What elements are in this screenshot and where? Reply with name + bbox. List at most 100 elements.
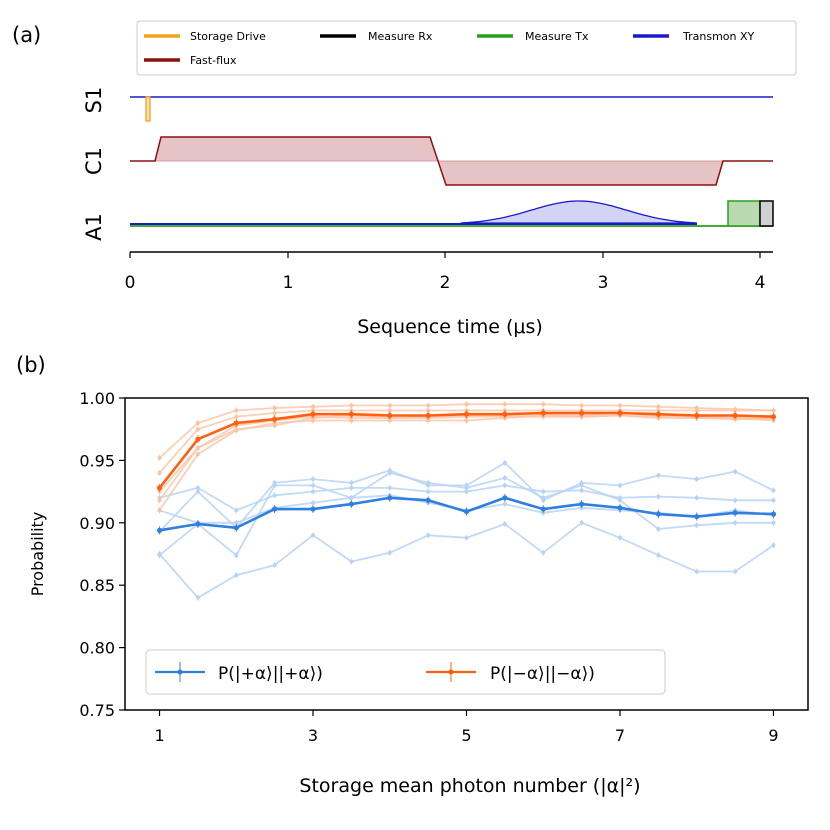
y-tick-label-b: 0.75 (79, 701, 115, 720)
minus-mean-point (310, 411, 316, 417)
plus-repeat-point (387, 550, 392, 555)
minus-repeat-line (158, 414, 774, 511)
plus-mean-point (387, 495, 393, 501)
plus-repeat-point (349, 495, 354, 500)
plus-mean-point (425, 497, 431, 503)
y-tick-label-b: 0.90 (79, 514, 115, 533)
plus-repeat-point (195, 595, 200, 600)
x-tick-label-a: 2 (440, 273, 451, 293)
minus-repeat-point (771, 408, 776, 413)
fast-flux-pulse (130, 136, 773, 186)
plus-mean-point (655, 511, 661, 517)
plus-repeat-point (541, 495, 546, 500)
plot-b (156, 401, 777, 601)
minus-mean-point (617, 410, 623, 416)
plus-mean-point (310, 506, 316, 512)
plus-repeat-point (617, 535, 622, 540)
plus-mean-point (463, 508, 470, 515)
minus-repeat-point (387, 408, 392, 413)
y-tick-label-b: 1.00 (79, 389, 115, 408)
plus-repeat-point (426, 533, 431, 538)
minus-repeat-point (234, 408, 239, 413)
minus-repeat-point (272, 410, 277, 415)
fast-flux-high-fill (155, 137, 438, 161)
minus-repeat-point (579, 403, 584, 408)
minus-mean-point (732, 412, 738, 419)
x-tick-label-b: 1 (154, 726, 164, 745)
plus-repeat-point (502, 483, 507, 488)
plus-repeat-point (349, 485, 354, 490)
plus-mean-point (732, 510, 738, 516)
minus-mean-point (579, 410, 585, 416)
fast-flux-low-fill (438, 161, 723, 185)
x-tick-label-a: 4 (755, 273, 766, 293)
minus-repeat-point (157, 470, 162, 475)
ticks-b: 0.75 0.80 0.85 0.90 0.95 1.00 1 3 5 7 9 (79, 389, 778, 745)
legend-label-rx: Measure Rx (368, 30, 433, 43)
plus-repeat-point (771, 498, 776, 503)
minus-repeat-point (656, 404, 661, 409)
minus-repeat-point (195, 445, 200, 450)
plus-repeat-point (771, 520, 776, 525)
measure-tx-pulse (727, 200, 761, 227)
plus-repeat-point (733, 498, 738, 503)
minus-repeat-point (234, 428, 239, 433)
minus-mean-point (655, 411, 661, 417)
x-tick-label-a: 0 (125, 273, 136, 293)
plus-repeat-point (311, 533, 316, 538)
x-tick-label-a: 1 (283, 273, 294, 293)
x-tick-label-b: 5 (461, 726, 471, 745)
plus-repeat-point (694, 495, 699, 500)
plus-repeat-line (158, 521, 775, 599)
minus-repeat-point (311, 404, 316, 409)
plus-repeat-point (464, 485, 469, 490)
minus-repeat-point (195, 452, 200, 457)
plus-repeat-point (426, 480, 431, 485)
legend-b-box (145, 649, 666, 695)
plus-repeat-point (234, 508, 239, 513)
x-tick-label-b: 3 (308, 726, 318, 745)
plus-mean-point (156, 527, 163, 533)
plus-mean-point (195, 521, 201, 527)
plus-repeat-point (694, 523, 699, 528)
minus-mean-point (502, 411, 508, 417)
minus-repeat-point (426, 403, 431, 408)
legend-label-tx: Measure Tx (525, 30, 589, 43)
plus-repeat-point (579, 483, 584, 488)
plus-mean-point (233, 525, 239, 531)
measure-rx-pulse (759, 200, 774, 227)
plus-repeat-point (349, 480, 354, 485)
plus-repeat-point (617, 495, 622, 500)
plus-repeat-point (464, 535, 469, 540)
legend-label-minus: P(|−α⟩||−α⟩) (490, 664, 595, 684)
plus-repeat-point (502, 502, 507, 507)
minus-repeat-point (426, 408, 431, 413)
plus-repeat-point (426, 489, 431, 494)
minus-mean-point (387, 412, 393, 419)
plus-repeat-point (541, 550, 546, 555)
plus-repeat-point (157, 553, 162, 558)
minus-repeat-point (464, 418, 469, 423)
plus-mean-point (694, 513, 700, 520)
y-tick-label-b: 0.95 (79, 451, 115, 470)
plus-repeat-point (387, 485, 392, 490)
plus-mean-point (272, 506, 278, 512)
plus-repeat-point (311, 477, 316, 482)
minus-mean-point (540, 410, 546, 416)
minus-mean-point (272, 416, 278, 422)
storage-drive-pulse (145, 96, 151, 122)
plus-repeat-point (656, 553, 661, 558)
minus-repeat-point (464, 402, 469, 407)
plus-repeat-point (694, 477, 699, 482)
minus-mean-point (463, 411, 470, 417)
minus-repeat-point (387, 403, 392, 408)
channel-label-s1: S1 (82, 87, 106, 114)
plus-repeat-point (387, 470, 392, 475)
y-tick-label-b: 0.80 (79, 639, 115, 658)
x-ticks-a: 0 1 2 3 4 (125, 252, 766, 293)
pulse-area (130, 96, 774, 227)
minus-repeat-line (158, 412, 774, 493)
plus-repeat-point (195, 485, 200, 490)
minus-repeat-point (733, 408, 738, 413)
